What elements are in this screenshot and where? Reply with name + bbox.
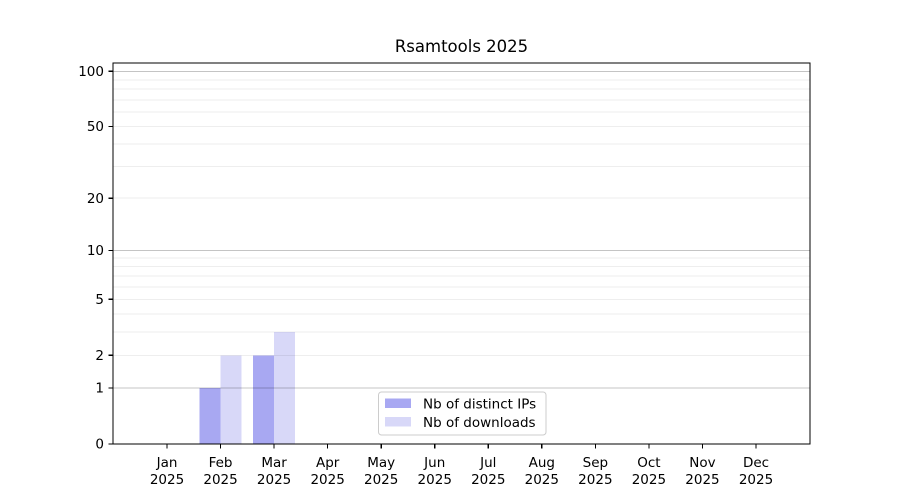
x-tick-year-label: 2025 [257,472,291,488]
x-tick-year-label: 2025 [310,472,344,488]
y-tick-label-100: 100 [78,64,104,80]
y-tick-label-0: 0 [95,437,104,453]
x-tick-year-label: 2025 [203,472,237,488]
x-tick-year-label: 2025 [525,472,559,488]
legend-label-distinct-ips: Nb of distinct IPs [423,397,536,413]
x-tick-label-may: May [367,455,395,471]
x-tick-label-sep: Sep [583,455,608,471]
y-tick-label-10: 10 [87,243,104,259]
x-tick-label-oct: Oct [637,455,660,471]
bar-downloads-mar [274,332,296,444]
x-tick-year-label: 2025 [685,472,719,488]
y-tick-label-1: 1 [95,381,104,397]
legend-swatch-distinct-ips [385,398,411,408]
x-tick-year-label: 2025 [739,472,773,488]
x-tick-label-dec: Dec [743,455,769,471]
x-tick-year-label: 2025 [578,472,612,488]
y-tick-label-50: 50 [87,119,104,135]
x-tick-year-label: 2025 [471,472,505,488]
plot-border [112,62,811,445]
bar-distinct-ips-feb [199,388,221,444]
x-tick-label-apr: Apr [316,455,340,471]
x-tick-label-jan: Jan [156,455,178,471]
x-tick-label-jun: Jun [423,455,445,471]
x-tick-year-label: 2025 [364,472,398,488]
x-tick-year-label: 2025 [150,472,184,488]
y-tick-label-20: 20 [87,191,104,207]
bar-downloads-feb [220,355,242,444]
y-tick-label-2: 2 [95,348,104,364]
x-tick-label-nov: Nov [689,455,715,471]
legend-label-downloads: Nb of downloads [423,415,536,431]
legend-swatch-downloads [385,417,411,427]
x-tick-label-jul: Jul [479,455,496,471]
x-tick-year-label: 2025 [632,472,666,488]
chart-title: Rsamtools 2025 [395,37,528,56]
x-tick-label-aug: Aug [529,455,555,471]
y-tick-label-5: 5 [95,292,104,308]
legend-box [378,391,547,436]
x-tick-label-feb: Feb [209,455,233,471]
x-tick-label-mar: Mar [261,455,287,471]
x-tick-year-label: 2025 [418,472,452,488]
bar-distinct-ips-mar [253,355,275,444]
